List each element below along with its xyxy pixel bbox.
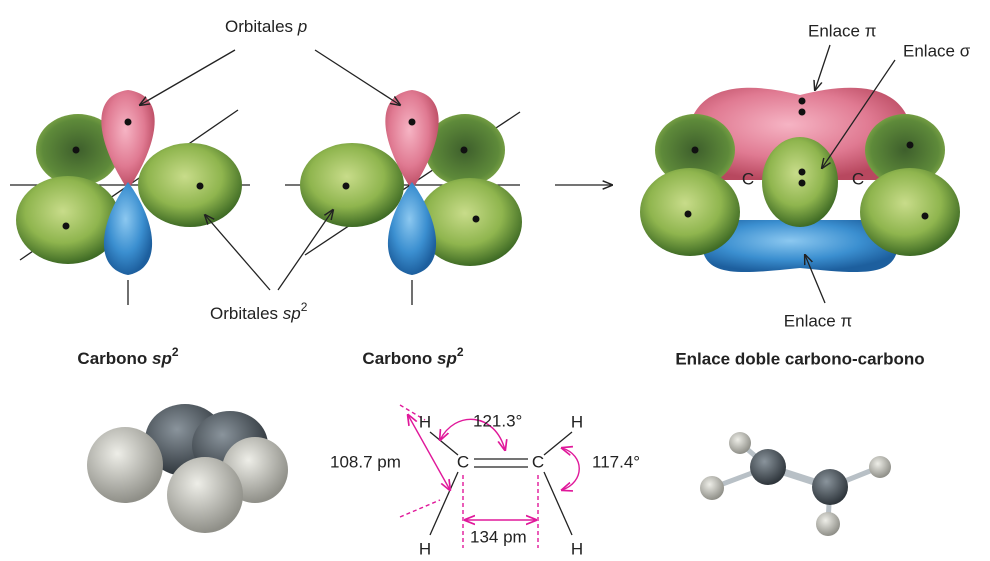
label-pi-bottom: Enlace π [784, 311, 852, 330]
label-orbitales-p: Orbitales p [225, 17, 307, 36]
label-sigma: Enlace σ [903, 41, 971, 60]
pointers [140, 44, 896, 304]
sp2-carbon-right [285, 90, 522, 305]
space-filling-model [87, 404, 288, 533]
double-bond-orbitals [640, 87, 960, 273]
angle-label: 117.4° [592, 452, 640, 471]
label-pi-top: Enlace π [808, 21, 876, 40]
label-carbon: C [852, 169, 864, 188]
atom: H [419, 539, 431, 558]
angle-label: 121.3° [473, 411, 522, 430]
length-label: 108.7 pm [330, 452, 401, 471]
caption: Carbono sp2 [362, 345, 463, 368]
atom: C [457, 452, 469, 471]
sp2-carbon-left [10, 90, 250, 305]
label-orbitales-sp2: Orbitales sp2 [210, 300, 308, 323]
atom: C [532, 452, 544, 471]
caption: Carbono sp2 [77, 345, 178, 368]
length-label: 134 pm [470, 527, 527, 546]
caption: Enlace doble carbono-carbono [675, 349, 924, 368]
ball-and-stick-model [700, 432, 891, 536]
atom: H [571, 539, 583, 558]
structural-formula [399, 404, 580, 548]
atom: H [419, 412, 431, 431]
label-carbon: C [742, 169, 754, 188]
atom: H [571, 412, 583, 431]
